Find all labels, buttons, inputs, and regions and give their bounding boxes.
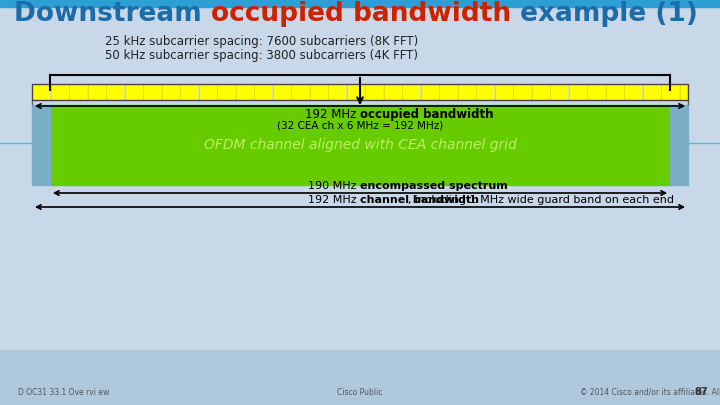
Bar xyxy=(217,84,234,100)
Text: occupied bandwidth: occupied bandwidth xyxy=(360,108,493,121)
Bar xyxy=(569,84,585,100)
Bar xyxy=(587,84,604,100)
Bar xyxy=(235,84,253,100)
Text: OFDM channel aligned with CEA channel grid: OFDM channel aligned with CEA channel gr… xyxy=(204,138,516,152)
Bar xyxy=(680,84,688,100)
Text: , including 1 MHz wide guard band on each end: , including 1 MHz wide guard band on eac… xyxy=(408,195,674,205)
Bar xyxy=(420,84,438,100)
Bar xyxy=(88,84,104,100)
Bar xyxy=(32,84,49,100)
Text: channel bandwidth: channel bandwidth xyxy=(360,195,479,205)
Bar xyxy=(32,84,688,100)
Bar xyxy=(161,84,179,100)
Text: occupied bandwidth: occupied bandwidth xyxy=(211,1,511,27)
Bar xyxy=(125,84,142,100)
Text: example (1): example (1) xyxy=(511,1,698,27)
Bar xyxy=(495,84,511,100)
Text: (32 CEA ch x 6 MHz = 192 MHz): (32 CEA ch x 6 MHz = 192 MHz) xyxy=(277,120,443,130)
Bar xyxy=(0,350,720,405)
Bar xyxy=(513,84,530,100)
Bar xyxy=(272,84,289,100)
Bar xyxy=(531,84,549,100)
Bar xyxy=(50,105,670,185)
Bar xyxy=(402,84,419,100)
Bar xyxy=(180,84,197,100)
Bar xyxy=(143,84,160,100)
Bar xyxy=(624,84,641,100)
Bar xyxy=(642,84,660,100)
Bar xyxy=(291,84,308,100)
Text: 190 MHz: 190 MHz xyxy=(308,181,360,191)
Text: 87: 87 xyxy=(694,387,708,397)
Bar xyxy=(50,84,68,100)
Bar xyxy=(106,84,123,100)
Bar xyxy=(606,84,623,100)
Text: 50 kHz subcarrier spacing: 3800 subcarriers (4K FFT): 50 kHz subcarrier spacing: 3800 subcarri… xyxy=(105,49,418,62)
Bar xyxy=(476,84,493,100)
Text: Cisco Public: Cisco Public xyxy=(337,388,383,397)
Bar xyxy=(550,84,567,100)
Bar xyxy=(384,84,400,100)
Bar xyxy=(365,84,382,100)
Text: Downstream: Downstream xyxy=(14,1,211,27)
Text: 192 MHz: 192 MHz xyxy=(305,108,360,121)
Text: 25 kHz subcarrier spacing: 7600 subcarriers (8K FFT): 25 kHz subcarrier spacing: 7600 subcarri… xyxy=(105,35,418,48)
Text: D OC31 33.1 Ove rvi ew: D OC31 33.1 Ove rvi ew xyxy=(18,388,109,397)
Bar xyxy=(661,84,678,100)
Bar xyxy=(328,84,345,100)
Bar xyxy=(254,84,271,100)
Bar xyxy=(69,84,86,100)
Bar xyxy=(32,105,50,185)
Text: encompassed spectrum: encompassed spectrum xyxy=(360,181,508,191)
Bar xyxy=(0,0,720,7)
Bar xyxy=(670,105,688,185)
Bar xyxy=(199,84,215,100)
Text: © 2014 Cisco and/or its affiliates. All rights reserved.: © 2014 Cisco and/or its affiliates. All … xyxy=(580,388,720,397)
Bar xyxy=(439,84,456,100)
Bar xyxy=(346,84,364,100)
Bar xyxy=(457,84,474,100)
Text: 192 MHz: 192 MHz xyxy=(308,195,360,205)
Bar xyxy=(310,84,326,100)
